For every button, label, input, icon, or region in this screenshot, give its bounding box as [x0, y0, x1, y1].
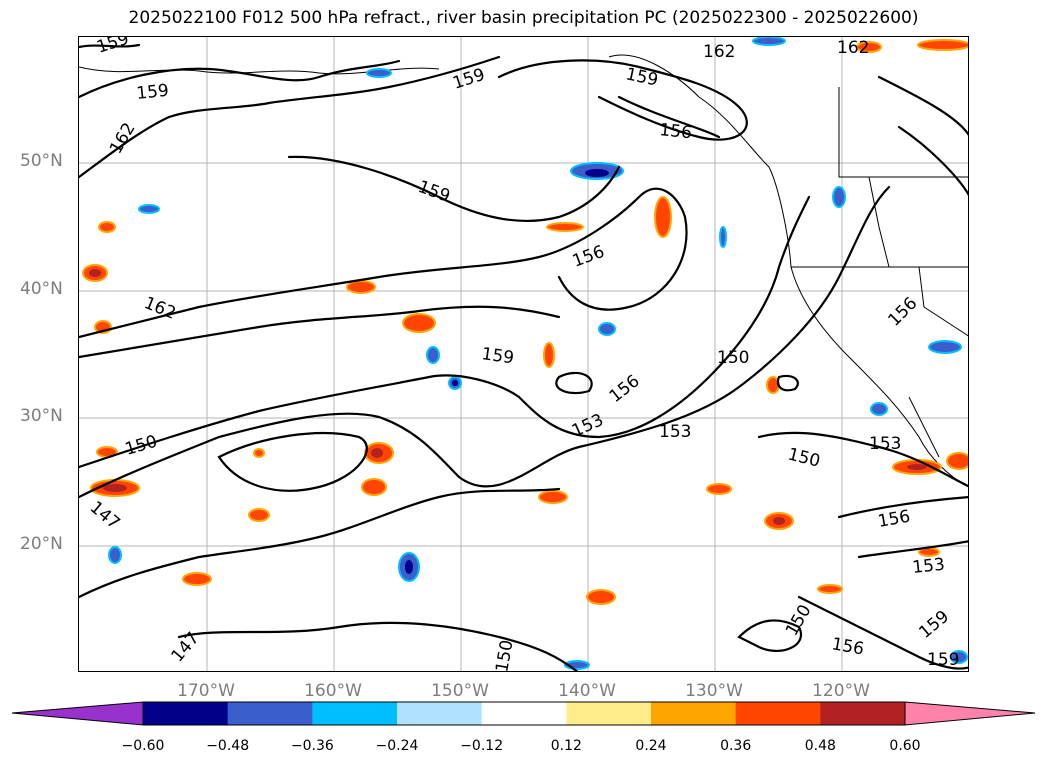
- contour-label: 159: [450, 65, 487, 94]
- colorbar: [11, 701, 1036, 726]
- contour-label: 147: [86, 498, 124, 534]
- colorbar-segment: [651, 702, 737, 725]
- contour-label: 162: [837, 38, 869, 58]
- contour-label: 159: [135, 81, 169, 104]
- colorbar-tick-label: 0.60: [889, 738, 921, 754]
- lon-label-120w: 120°W: [812, 681, 870, 701]
- colorbar-segments: [12, 702, 1035, 725]
- colorbar-tick-label: 0.12: [550, 738, 582, 754]
- colorbar-extend-high: [905, 702, 1035, 725]
- colorbar-extend-low: [12, 702, 143, 725]
- contour-label: 159: [915, 607, 953, 643]
- lat-label-30n: 30°N: [20, 406, 63, 426]
- contour-label: 150: [123, 432, 160, 460]
- contour-label: 156: [570, 242, 607, 272]
- contour-label: 153: [911, 555, 945, 578]
- contour-label: 159: [415, 177, 452, 207]
- colorbar-segment: [820, 702, 906, 725]
- lon-label-150w: 150°W: [431, 681, 489, 701]
- contour-label: 159: [480, 344, 515, 368]
- colorbar-outline: [11, 701, 1036, 726]
- lat-label-20n: 20°N: [20, 534, 63, 554]
- colorbar-tick-label: −0.36: [290, 738, 334, 754]
- lat-label-40n: 40°N: [20, 279, 63, 299]
- contour-label: 150: [492, 638, 517, 672]
- lon-label-160w: 160°W: [304, 681, 362, 701]
- contour-label: 159: [927, 650, 959, 670]
- colorbar-tick-label: −0.12: [460, 738, 504, 754]
- colorbar-tick-label: 0.36: [720, 738, 752, 754]
- contour-label: 153: [869, 434, 901, 454]
- colorbar-tick-label: −0.24: [375, 738, 419, 754]
- contour-label-group: 159 159 162 159 162 159 162 156 159 156 …: [86, 37, 960, 672]
- colorbar-segment: [312, 702, 398, 725]
- colorbar-segment: [566, 702, 652, 725]
- contour-label: 162: [106, 119, 140, 157]
- lat-label-50n: 50°N: [20, 151, 63, 171]
- contour-label: 156: [658, 120, 692, 143]
- colorbar-segment: [397, 702, 483, 725]
- contour-label: 162: [703, 42, 735, 62]
- lon-label-170w: 170°W: [177, 681, 235, 701]
- contour-label: 150: [717, 348, 749, 368]
- colorbar-segment: [227, 702, 313, 725]
- contour-label: 156: [830, 634, 865, 659]
- map-panel: 159 159 162 159 162 159 162 156 159 156 …: [78, 36, 969, 672]
- contour-label: 159: [624, 64, 660, 90]
- lon-label-130w: 130°W: [685, 681, 743, 701]
- coastline: [79, 54, 968, 488]
- map-canvas: 159 159 162 159 162 159 162 156 159 156 …: [79, 37, 968, 672]
- colorbar-segment: [481, 702, 567, 725]
- colorbar-segment: [143, 702, 229, 725]
- graticule: [79, 37, 968, 671]
- contour-label: 153: [659, 422, 691, 442]
- contour-label: 156: [606, 371, 644, 407]
- colorbar-tick-label: 0.24: [635, 738, 667, 754]
- contour-label: 156: [884, 293, 921, 330]
- colorbar-tick-label: 0.48: [804, 738, 836, 754]
- lon-label-140w: 140°W: [558, 681, 616, 701]
- map-title: 2025022100 F012 500 hPa refract., river …: [128, 8, 919, 28]
- colorbar-tick-label: −0.60: [121, 738, 165, 754]
- refractivity-contours: [79, 43, 968, 671]
- colorbar-tick-label: −0.48: [206, 738, 250, 754]
- contour-label: 150: [786, 444, 822, 471]
- contour-label: 156: [876, 507, 911, 532]
- contour-label: 150: [782, 601, 816, 639]
- contour-label: 159: [94, 37, 131, 58]
- colorbar-segment: [735, 702, 821, 725]
- precip-anomaly-shading: [82, 37, 968, 670]
